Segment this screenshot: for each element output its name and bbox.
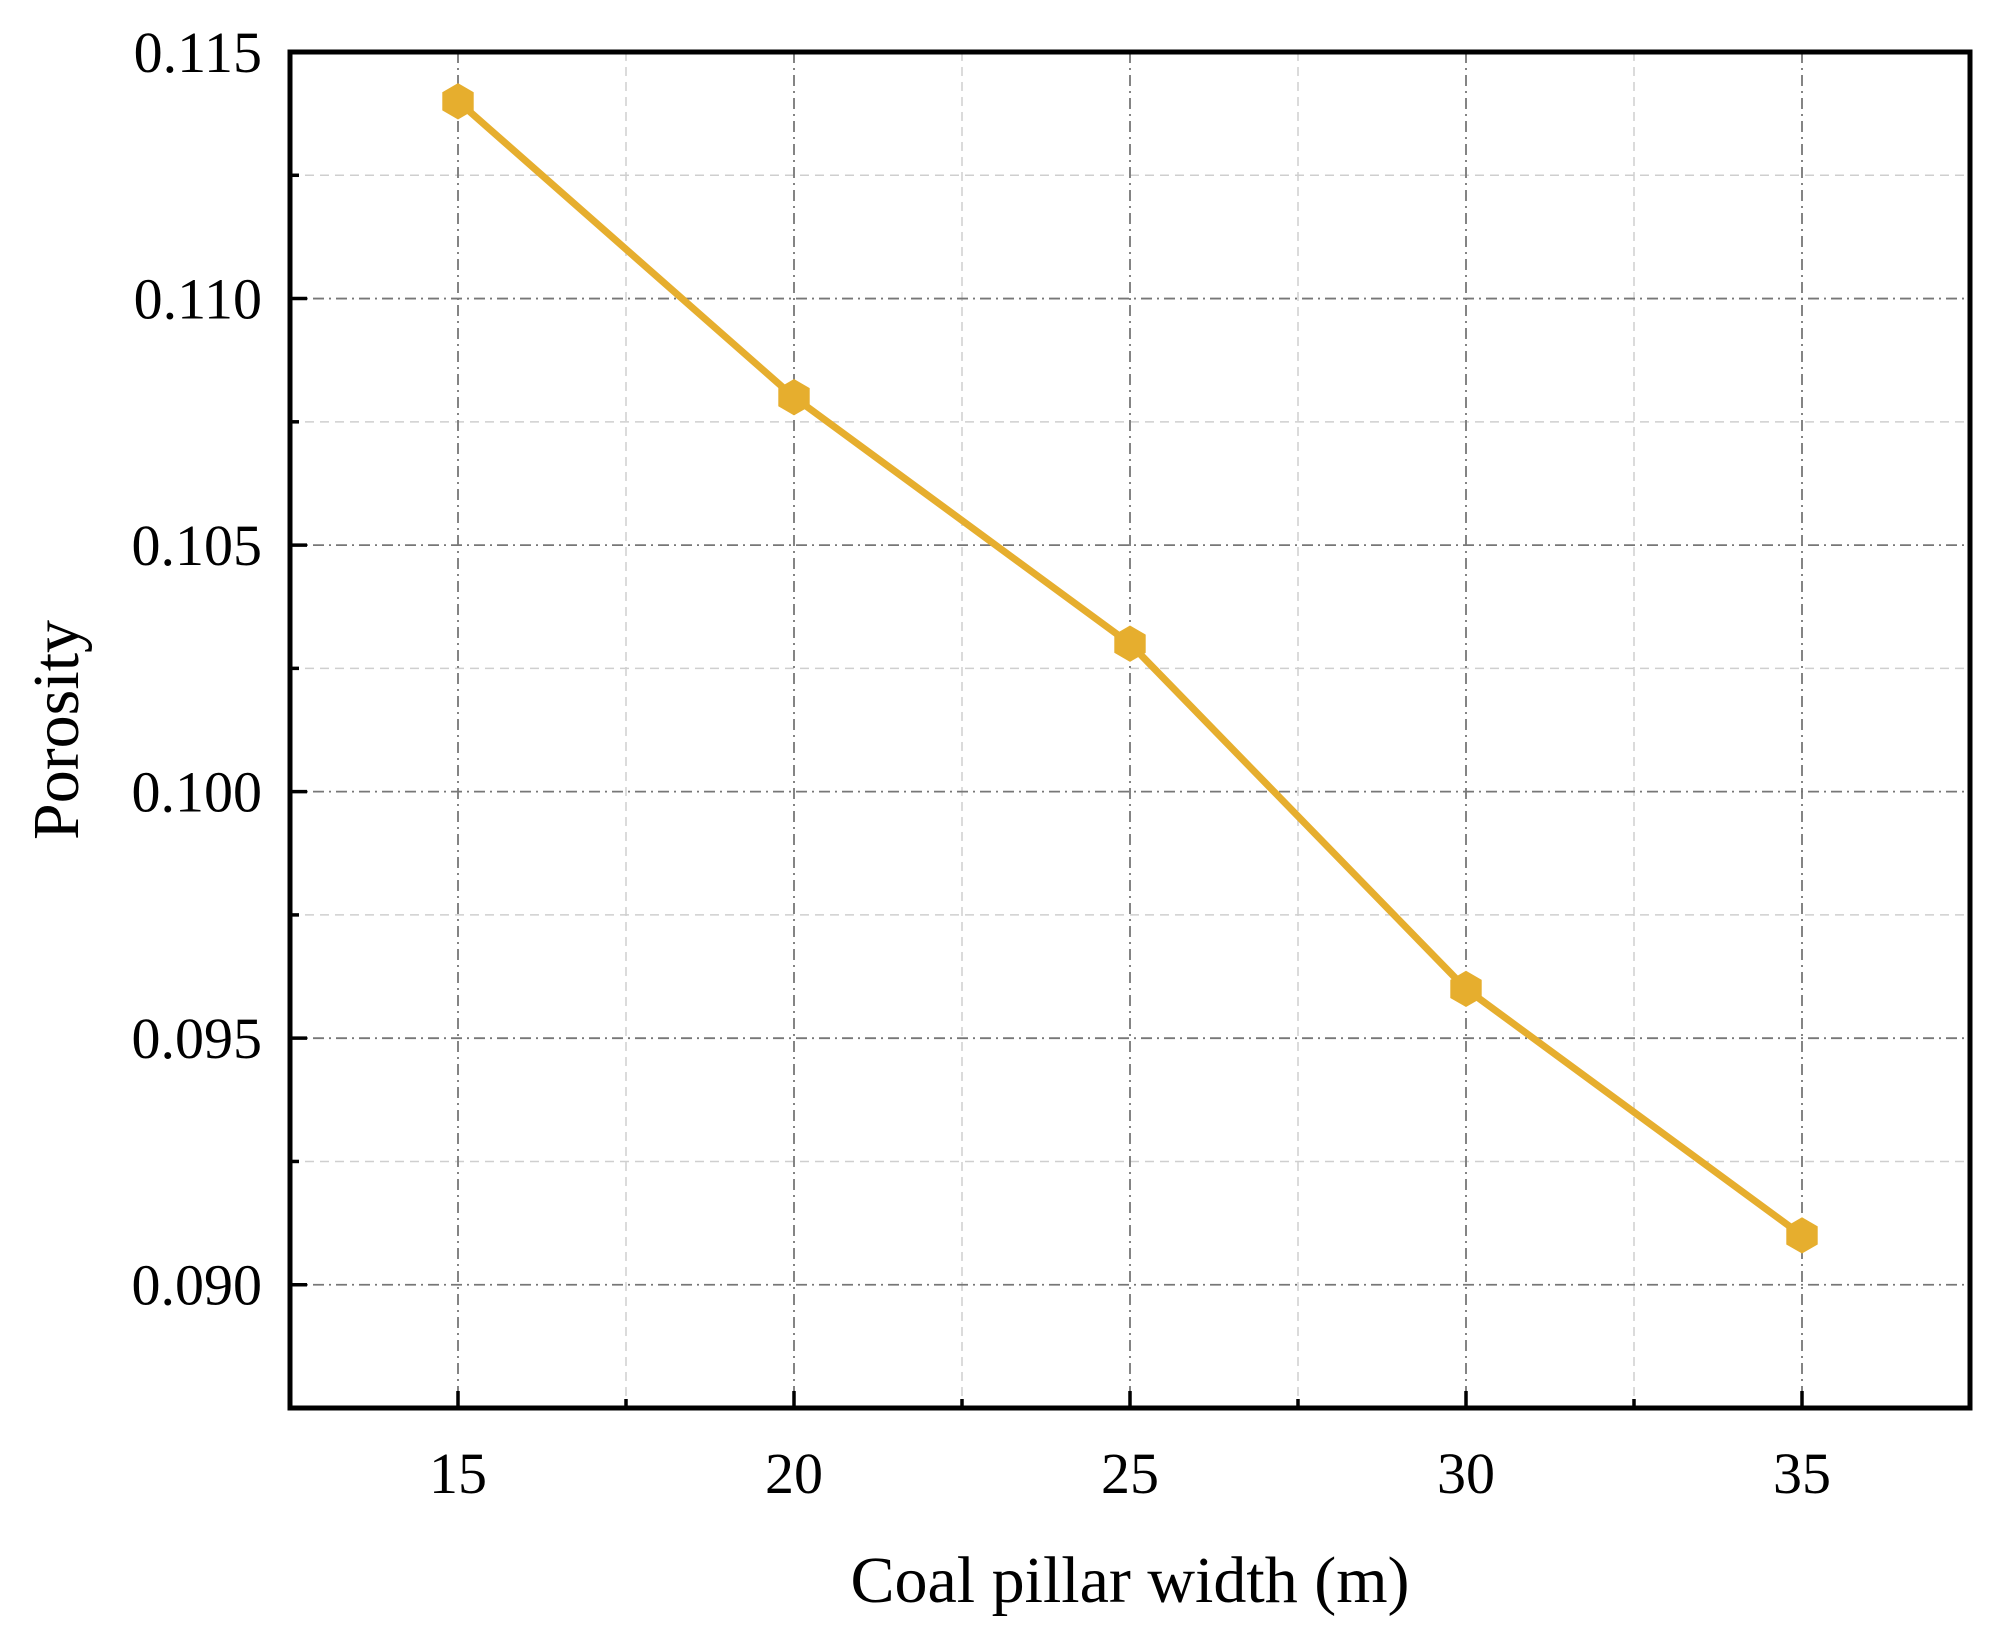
y-tick-label: 0.100 <box>132 760 263 825</box>
series-layer <box>442 83 1818 1254</box>
data-point-marker <box>1114 625 1146 662</box>
y-tick-label: 0.105 <box>132 513 263 578</box>
grid-layer <box>290 52 1970 1408</box>
tick-layer <box>290 50 1804 1408</box>
x-tick-label: 15 <box>429 1441 487 1506</box>
y-tick-label: 0.090 <box>132 1253 263 1318</box>
y-tick-label: 0.095 <box>132 1006 263 1071</box>
y-axis-title: Porosity <box>20 620 93 840</box>
x-tick-label: 35 <box>1773 1441 1831 1506</box>
data-point-marker <box>778 379 810 416</box>
data-point-marker <box>1786 1217 1818 1254</box>
x-tick-label: 30 <box>1437 1441 1495 1506</box>
y-tick-label: 0.115 <box>134 20 262 85</box>
y-tick-label: 0.110 <box>134 267 262 332</box>
x-tick-label: 25 <box>1101 1441 1159 1506</box>
plot-frame <box>287 49 1973 1411</box>
x-axis-title: Coal pillar width (m) <box>850 1544 1409 1617</box>
label-layer: 15 20 25 30 35 0.090 0.095 0.100 0.105 0.110 0.115 <box>132 20 1832 1506</box>
data-point-marker <box>1450 970 1482 1008</box>
data-point-marker <box>442 83 474 120</box>
x-tick-label: 20 <box>765 1441 823 1506</box>
